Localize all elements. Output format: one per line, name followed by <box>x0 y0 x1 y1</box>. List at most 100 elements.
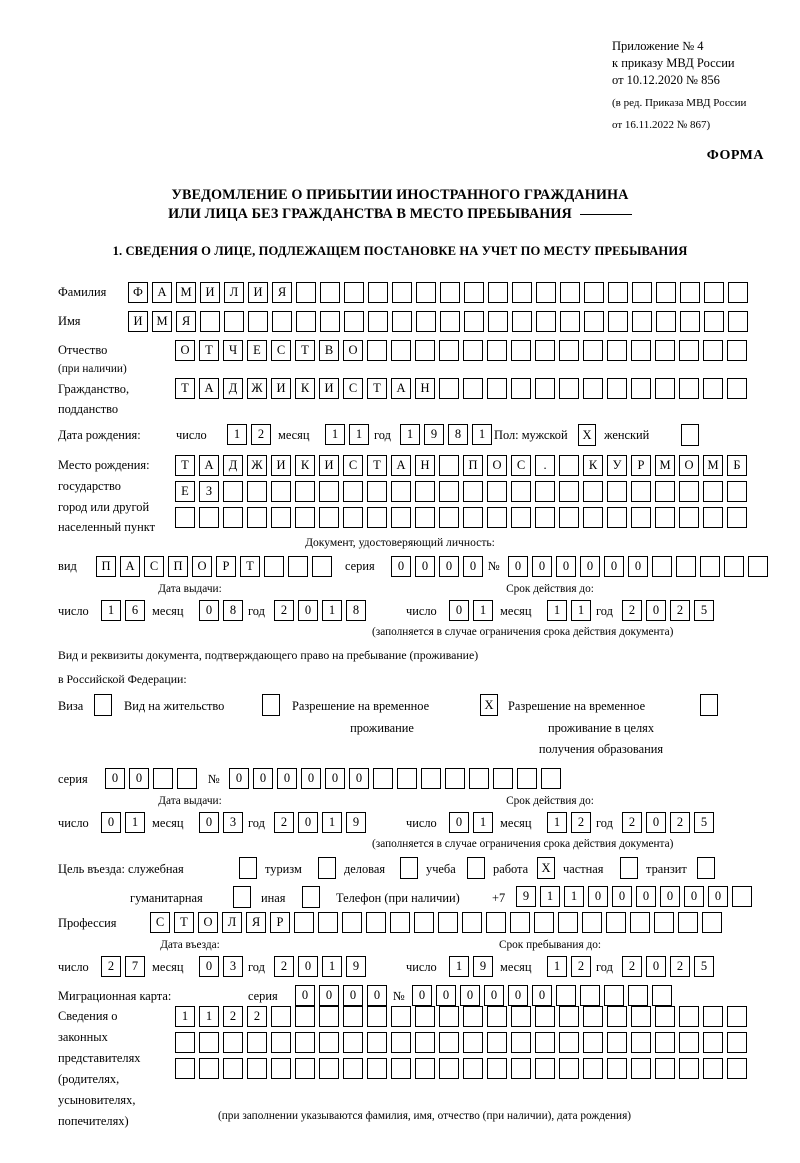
birthplace-grid-row-1-cell-2[interactable]: А <box>199 455 219 476</box>
representatives-grid-row-2-cell-22[interactable] <box>679 1032 699 1053</box>
phone-grid-cell-9[interactable]: 0 <box>708 886 728 907</box>
birthplace-grid-row-2-cell-7[interactable] <box>319 481 339 502</box>
migration-card-number-grid-cell-8[interactable] <box>580 985 600 1006</box>
representatives-grid-row-3-cell-9[interactable] <box>367 1058 387 1079</box>
citizenship-grid-cell-18[interactable] <box>583 378 603 399</box>
firstname-grid-cell-17[interactable] <box>512 311 532 332</box>
birthplace-grid-row-3-cell-18[interactable] <box>583 507 603 528</box>
patronymic-grid-cell-5[interactable]: С <box>271 340 291 361</box>
citizenship-grid-cell-5[interactable]: И <box>271 378 291 399</box>
patronymic-grid-cell-14[interactable] <box>487 340 507 361</box>
birthplace-grid-row-2-cell-18[interactable] <box>583 481 603 502</box>
title-blank-line[interactable] <box>579 214 632 215</box>
citizenship-grid-cell-4[interactable]: Ж <box>247 378 267 399</box>
firstname-grid-cell-22[interactable] <box>632 311 652 332</box>
doc-valid-year-grid-cell-1[interactable]: 2 <box>622 600 642 621</box>
representatives-grid-row-3-cell-14[interactable] <box>487 1058 507 1079</box>
representatives-grid-row-3-cell-23[interactable] <box>703 1058 723 1079</box>
surname-grid-cell-3[interactable]: М <box>176 282 196 303</box>
birthplace-grid-row-3-cell-21[interactable] <box>655 507 675 528</box>
profession-grid-cell-9[interactable] <box>342 912 362 933</box>
permit-valid-day-grid-cell-1[interactable]: 0 <box>449 812 469 833</box>
doc-number-grid-cell-5[interactable]: 0 <box>604 556 624 577</box>
birth-month-grid-cell-2[interactable]: 1 <box>349 424 369 445</box>
temp-residence-checkbox[interactable]: X <box>480 694 498 716</box>
representatives-grid-row-3-cell-24[interactable] <box>727 1058 747 1079</box>
birthplace-grid-row-1-cell-21[interactable]: М <box>655 455 675 476</box>
doc-number-grid-cell-3[interactable]: 0 <box>556 556 576 577</box>
firstname-grid-cell-7[interactable] <box>272 311 292 332</box>
representatives-grid-row-1-cell-9[interactable] <box>367 1006 387 1027</box>
migration-card-series-grid-cell-1[interactable]: 0 <box>295 985 315 1006</box>
patronymic-grid-cell-10[interactable] <box>391 340 411 361</box>
birthplace-grid-row-1-cell-7[interactable]: И <box>319 455 339 476</box>
representatives-grid-row-2-cell-6[interactable] <box>295 1032 315 1053</box>
birthplace-grid-row-3-cell-2[interactable] <box>199 507 219 528</box>
doc-issue-year-grid-cell-1[interactable]: 2 <box>274 600 294 621</box>
permit-issue-day-grid-cell-1[interactable]: 0 <box>101 812 121 833</box>
representatives-grid-row-3-cell-18[interactable] <box>583 1058 603 1079</box>
sex-male-checkbox[interactable]: X <box>578 424 596 446</box>
firstname-grid-cell-13[interactable] <box>416 311 436 332</box>
permit-number-grid-cell-9[interactable] <box>421 768 441 789</box>
representatives-grid-row-2-cell-11[interactable] <box>415 1032 435 1053</box>
doc-kind-grid-cell-8[interactable] <box>264 556 284 577</box>
birthplace-grid-row-3-cell-9[interactable] <box>367 507 387 528</box>
permit-number-grid-cell-12[interactable] <box>493 768 513 789</box>
permit-issue-day-grid-cell-2[interactable]: 1 <box>125 812 145 833</box>
birthplace-grid-row-3-cell-24[interactable] <box>727 507 747 528</box>
permit-issue-year-grid-cell-2[interactable]: 0 <box>298 812 318 833</box>
birthplace-grid-row-3-cell-23[interactable] <box>703 507 723 528</box>
doc-issue-day-grid-cell-1[interactable]: 1 <box>101 600 121 621</box>
citizenship-grid-cell-24[interactable] <box>727 378 747 399</box>
representatives-grid-row-3-cell-22[interactable] <box>679 1058 699 1079</box>
birthplace-grid-row-3[interactable] <box>175 507 747 528</box>
citizenship-grid-cell-3[interactable]: Д <box>223 378 243 399</box>
doc-issue-month-grid-cell-2[interactable]: 8 <box>223 600 243 621</box>
phone-grid-cell-5[interactable]: 0 <box>612 886 632 907</box>
birthplace-grid-row-2-cell-20[interactable] <box>631 481 651 502</box>
doc-valid-year-grid-cell-4[interactable]: 5 <box>694 600 714 621</box>
representatives-grid-row-2-cell-17[interactable] <box>559 1032 579 1053</box>
entry-year-grid-cell-3[interactable]: 1 <box>322 956 342 977</box>
citizenship-grid-cell-15[interactable] <box>511 378 531 399</box>
doc-valid-month-grid-cell-2[interactable]: 1 <box>571 600 591 621</box>
representatives-grid-row-3-cell-19[interactable] <box>607 1058 627 1079</box>
permit-number-grid-cell-6[interactable]: 0 <box>349 768 369 789</box>
doc-valid-month-grid-cell-1[interactable]: 1 <box>547 600 567 621</box>
firstname-grid-cell-1[interactable]: И <box>128 311 148 332</box>
surname-grid-cell-12[interactable] <box>392 282 412 303</box>
representatives-grid-row-2-cell-1[interactable] <box>175 1032 195 1053</box>
doc-kind-grid-cell-3[interactable]: С <box>144 556 164 577</box>
migration-card-number-grid-cell-10[interactable] <box>628 985 648 1006</box>
birthplace-grid-row-1-cell-13[interactable]: П <box>463 455 483 476</box>
permit-number-grid-cell-7[interactable] <box>373 768 393 789</box>
purpose-humanitarian-checkbox[interactable] <box>233 886 251 908</box>
migration-card-series-grid-cell-4[interactable]: 0 <box>367 985 387 1006</box>
profession-grid-cell-12[interactable] <box>414 912 434 933</box>
temp-residence-edu-checkbox[interactable] <box>700 694 718 716</box>
birthplace-grid-row-1-cell-24[interactable]: Б <box>727 455 747 476</box>
firstname-grid-cell-10[interactable] <box>344 311 364 332</box>
permit-series-grid-cell-1[interactable]: 0 <box>105 768 125 789</box>
representatives-grid-row-1-cell-19[interactable] <box>607 1006 627 1027</box>
profession-grid-cell-11[interactable] <box>390 912 410 933</box>
patronymic-grid-cell-22[interactable] <box>679 340 699 361</box>
representatives-grid-row-3-cell-12[interactable] <box>439 1058 459 1079</box>
citizenship-grid-cell-2[interactable]: А <box>199 378 219 399</box>
representatives-grid-row-1-cell-14[interactable] <box>487 1006 507 1027</box>
patronymic-grid-cell-1[interactable]: О <box>175 340 195 361</box>
doc-issue-year-grid-cell-3[interactable]: 1 <box>322 600 342 621</box>
doc-number-grid-cell-8[interactable] <box>676 556 696 577</box>
birthplace-grid-row-1-cell-22[interactable]: О <box>679 455 699 476</box>
representatives-grid-row-1-cell-10[interactable] <box>391 1006 411 1027</box>
surname-grid-cell-1[interactable]: Ф <box>128 282 148 303</box>
